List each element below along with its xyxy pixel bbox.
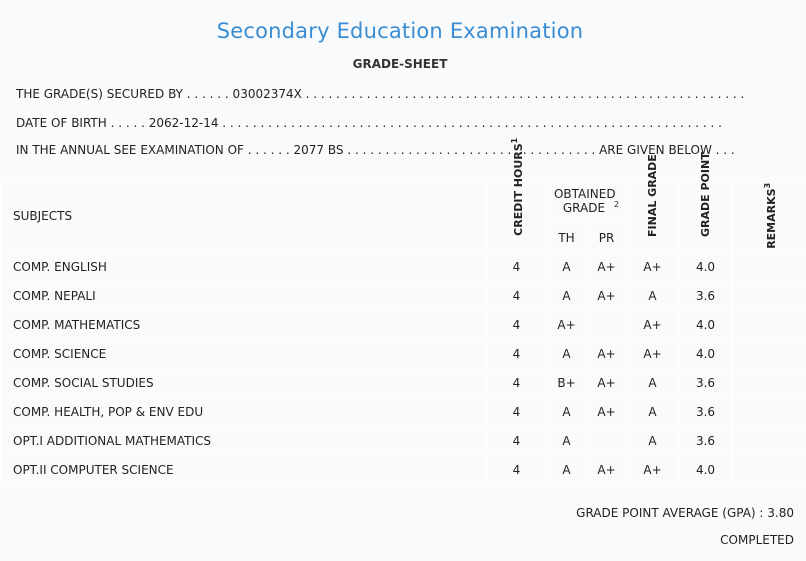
- pr-grade-cell: A+: [586, 252, 627, 282]
- th-grade-cell: A: [546, 397, 587, 427]
- final-grade-cell: A: [626, 397, 679, 427]
- pr-grade-cell: [586, 426, 627, 456]
- credit-cell: 4: [486, 426, 547, 456]
- pr-grade-cell: A+: [586, 397, 627, 427]
- th-grade-cell: A: [546, 252, 587, 282]
- th-grade-cell: A: [546, 455, 587, 485]
- info-examination: IN THE ANNUAL SEE EXAMINATION OF . . . .…: [16, 143, 735, 157]
- final-grade-cell: A+: [626, 339, 679, 369]
- final-grade-cell: A+: [626, 252, 679, 282]
- th-grade-cell: A: [546, 339, 587, 369]
- pr-grade-cell: A+: [586, 368, 627, 398]
- subject-cell: COMP. HEALTH, POP & ENV EDU: [0, 397, 487, 427]
- final-grade-cell: A: [626, 426, 679, 456]
- table-row: OPT.I ADDITIONAL MATHEMATICS 4 A A 3.6: [0, 426, 806, 456]
- grade-point-cell: 3.6: [678, 397, 733, 427]
- subject-cell: COMP. SOCIAL STUDIES: [0, 368, 487, 398]
- th-grade-cell: A: [546, 281, 587, 311]
- table-row: OPT.II COMPUTER SCIENCE 4 A A+ A+ 4.0: [0, 455, 806, 485]
- credit-cell: 4: [486, 310, 547, 340]
- remarks-cell: [732, 339, 806, 369]
- credit-cell: 4: [486, 281, 547, 311]
- grade-point-cell: 3.6: [678, 368, 733, 398]
- header-pr: PR: [586, 222, 627, 254]
- grade-point-cell: 4.0: [678, 252, 733, 282]
- remarks-cell: [732, 281, 806, 311]
- pr-grade-cell: A+: [586, 455, 627, 485]
- page-title: Secondary Education Examination: [216, 19, 584, 43]
- grade-point-cell: 4.0: [678, 455, 733, 485]
- subject-cell: COMP. MATHEMATICS: [0, 310, 487, 340]
- grade-point-cell: 3.6: [678, 426, 733, 456]
- credit-cell: 4: [486, 455, 547, 485]
- th-grade-cell: B+: [546, 368, 587, 398]
- info-date-of-birth: DATE OF BIRTH . . . . . 2062-12-14 . . .…: [16, 116, 722, 130]
- table-row: COMP. SOCIAL STUDIES 4 B+ A+ A 3.6: [0, 368, 806, 398]
- th-grade-cell: A+: [546, 310, 587, 340]
- remarks-cell: [732, 252, 806, 282]
- pr-grade-cell: A+: [586, 281, 627, 311]
- credit-cell: 4: [486, 252, 547, 282]
- grade-point-cell: 4.0: [678, 310, 733, 340]
- subject-cell: OPT.II COMPUTER SCIENCE: [0, 455, 487, 485]
- info-secured-by: THE GRADE(S) SECURED BY . . . . . . 0300…: [16, 87, 745, 101]
- table-row: COMP. SCIENCE 4 A A+ A+ 4.0: [0, 339, 806, 369]
- pr-grade-cell: A+: [586, 339, 627, 369]
- grade-point-cell: 3.6: [678, 281, 733, 311]
- table-row: COMP. ENGLISH 4 A A+ A+ 4.0: [0, 252, 806, 282]
- final-grade-cell: A: [626, 281, 679, 311]
- remarks-cell: [732, 426, 806, 456]
- remarks-cell: [732, 368, 806, 398]
- subject-cell: OPT.I ADDITIONAL MATHEMATICS: [0, 426, 487, 456]
- header-th: TH: [546, 222, 587, 254]
- remarks-cell: [732, 455, 806, 485]
- credit-cell: 4: [486, 368, 547, 398]
- header-subjects: SUBJECTS: [0, 178, 487, 253]
- table-row: COMP. HEALTH, POP & ENV EDU 4 A A+ A 3.6: [0, 397, 806, 427]
- final-grade-cell: A+: [626, 310, 679, 340]
- subject-cell: COMP. SCIENCE: [0, 339, 487, 369]
- th-grade-cell: A: [546, 426, 587, 456]
- grades-table: SUBJECTS CREDIT HOURS1 OBTAINED GRADE 2 F…: [0, 137, 806, 485]
- final-grade-cell: A+: [626, 455, 679, 485]
- subject-cell: COMP. ENGLISH: [0, 252, 487, 282]
- credit-cell: 4: [486, 339, 547, 369]
- page-subtitle: GRADE-SHEET: [352, 57, 448, 71]
- remarks-cell: [732, 397, 806, 427]
- grade-point-cell: 4.0: [678, 339, 733, 369]
- subject-cell: COMP. NEPALI: [0, 281, 487, 311]
- credit-cell: 4: [486, 397, 547, 427]
- remarks-cell: [732, 310, 806, 340]
- gpa-summary: GRADE POINT AVERAGE (GPA) : 3.80: [576, 506, 794, 520]
- header-remarks: REMARKS3: [732, 178, 806, 253]
- header-final-grade: FINAL GRADE: [626, 154, 679, 253]
- pr-grade-cell: [586, 310, 627, 340]
- table-row: COMP. MATHEMATICS 4 A+ A+ 4.0: [0, 310, 806, 340]
- header-grade-point: GRADE POINT: [678, 152, 733, 253]
- final-grade-cell: A: [626, 368, 679, 398]
- header-credit-hours: CREDIT HOURS1: [486, 137, 547, 253]
- result-status: COMPLETED: [720, 533, 794, 547]
- header-obtained-grade: OBTAINED GRADE 2: [546, 178, 627, 224]
- table-row: COMP. NEPALI 4 A A+ A 3.6: [0, 281, 806, 311]
